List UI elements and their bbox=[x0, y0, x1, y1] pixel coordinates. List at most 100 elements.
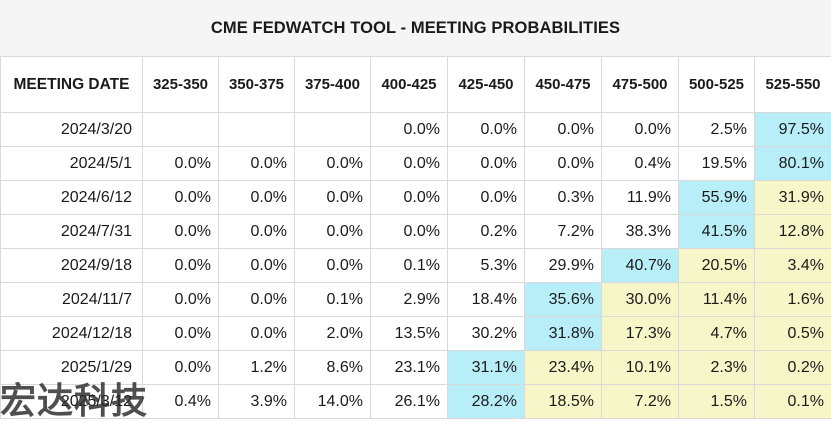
probability-cell: 0.0% bbox=[219, 181, 295, 215]
probability-cell: 97.5% bbox=[755, 113, 831, 147]
probability-cell: 13.5% bbox=[371, 317, 448, 351]
probability-cell: 8.6% bbox=[295, 351, 371, 385]
probability-cell: 0.0% bbox=[525, 113, 602, 147]
probability-cell: 31.1% bbox=[448, 351, 525, 385]
probability-cell: 3.4% bbox=[755, 249, 831, 283]
range-header: 475-500 bbox=[602, 57, 679, 113]
probability-cell: 0.0% bbox=[448, 181, 525, 215]
probability-cell: 0.0% bbox=[219, 283, 295, 317]
probability-cell: 0.4% bbox=[143, 385, 219, 419]
meeting-date-cell: 2024/3/20 bbox=[1, 113, 143, 147]
header-row: MEETING DATE 325-350 350-375 375-400 400… bbox=[1, 57, 831, 113]
probability-cell: 0.0% bbox=[143, 249, 219, 283]
range-header: 425-450 bbox=[448, 57, 525, 113]
range-header: 525-550 bbox=[755, 57, 831, 113]
probability-cell: 0.1% bbox=[371, 249, 448, 283]
range-header: 450-475 bbox=[525, 57, 602, 113]
probability-cell: 0.0% bbox=[371, 147, 448, 181]
probability-cell: 0.0% bbox=[219, 317, 295, 351]
probability-cell: 0.4% bbox=[602, 147, 679, 181]
probability-cell: 14.0% bbox=[295, 385, 371, 419]
probability-cell: 29.9% bbox=[525, 249, 602, 283]
probability-cell: 0.0% bbox=[219, 249, 295, 283]
probability-cell: 0.0% bbox=[448, 113, 525, 147]
probability-cell: 0.0% bbox=[295, 181, 371, 215]
meeting-date-cell: 2024/11/7 bbox=[1, 283, 143, 317]
meeting-date-cell: 2024/9/18 bbox=[1, 249, 143, 283]
probability-cell: 28.2% bbox=[448, 385, 525, 419]
probability-cell: 0.2% bbox=[755, 351, 831, 385]
probability-cell: 0.0% bbox=[295, 249, 371, 283]
probability-cell: 1.5% bbox=[679, 385, 755, 419]
probability-cell: 11.9% bbox=[602, 181, 679, 215]
probability-cell: 2.5% bbox=[679, 113, 755, 147]
probability-cell: 26.1% bbox=[371, 385, 448, 419]
meeting-date-cell: 2025/3/12 bbox=[1, 385, 143, 419]
probability-cell: 35.6% bbox=[525, 283, 602, 317]
probability-cell: 0.3% bbox=[525, 181, 602, 215]
meeting-date-header: MEETING DATE bbox=[1, 57, 143, 113]
probability-cell: 3.9% bbox=[219, 385, 295, 419]
probability-cell: 23.1% bbox=[371, 351, 448, 385]
probability-cell: 30.0% bbox=[602, 283, 679, 317]
probability-cell: 0.0% bbox=[371, 215, 448, 249]
probability-cell: 12.8% bbox=[755, 215, 831, 249]
probability-cell: 5.3% bbox=[448, 249, 525, 283]
probability-cell: 31.8% bbox=[525, 317, 602, 351]
probability-cell: 2.3% bbox=[679, 351, 755, 385]
meeting-date-cell: 2024/6/12 bbox=[1, 181, 143, 215]
probability-cell: 0.0% bbox=[143, 181, 219, 215]
meeting-date-cell: 2024/7/31 bbox=[1, 215, 143, 249]
probability-cell bbox=[219, 113, 295, 147]
probability-cell: 0.1% bbox=[755, 385, 831, 419]
probability-cell bbox=[143, 113, 219, 147]
probability-cell: 41.5% bbox=[679, 215, 755, 249]
probability-cell bbox=[295, 113, 371, 147]
probability-cell: 0.0% bbox=[295, 215, 371, 249]
probability-cell: 40.7% bbox=[602, 249, 679, 283]
range-header: 375-400 bbox=[295, 57, 371, 113]
probability-cell: 38.3% bbox=[602, 215, 679, 249]
meeting-date-cell: 2025/1/29 bbox=[1, 351, 143, 385]
probability-cell: 0.0% bbox=[143, 215, 219, 249]
meeting-date-cell: 2024/12/18 bbox=[1, 317, 143, 351]
range-header: 350-375 bbox=[219, 57, 295, 113]
probability-cell: 0.0% bbox=[448, 147, 525, 181]
probability-cell: 1.2% bbox=[219, 351, 295, 385]
probability-cell: 0.0% bbox=[295, 147, 371, 181]
probability-cell: 18.4% bbox=[448, 283, 525, 317]
probability-cell: 11.4% bbox=[679, 283, 755, 317]
probability-cell: 23.4% bbox=[525, 351, 602, 385]
probability-cell: 4.7% bbox=[679, 317, 755, 351]
probability-cell: 0.1% bbox=[295, 283, 371, 317]
probability-cell: 0.5% bbox=[755, 317, 831, 351]
probability-cell: 7.2% bbox=[525, 215, 602, 249]
probability-cell: 0.0% bbox=[602, 113, 679, 147]
probability-cell: 0.0% bbox=[219, 147, 295, 181]
probability-cell: 0.0% bbox=[219, 215, 295, 249]
probability-cell: 30.2% bbox=[448, 317, 525, 351]
probability-cell: 0.0% bbox=[371, 181, 448, 215]
probability-cell: 0.0% bbox=[143, 351, 219, 385]
probability-cell: 10.1% bbox=[602, 351, 679, 385]
probability-cell: 0.0% bbox=[143, 283, 219, 317]
probability-cell: 1.6% bbox=[755, 283, 831, 317]
probability-cell: 19.5% bbox=[679, 147, 755, 181]
probability-cell: 31.9% bbox=[755, 181, 831, 215]
page-title: CME FEDWATCH TOOL - MEETING PROBABILITIE… bbox=[0, 0, 831, 57]
range-header: 325-350 bbox=[143, 57, 219, 113]
probability-cell: 0.0% bbox=[143, 317, 219, 351]
probability-cell: 20.5% bbox=[679, 249, 755, 283]
probability-table: MEETING DATE 325-350 350-375 375-400 400… bbox=[0, 56, 831, 419]
probability-cell: 2.0% bbox=[295, 317, 371, 351]
probability-cell: 17.3% bbox=[602, 317, 679, 351]
probability-cell: 0.2% bbox=[448, 215, 525, 249]
